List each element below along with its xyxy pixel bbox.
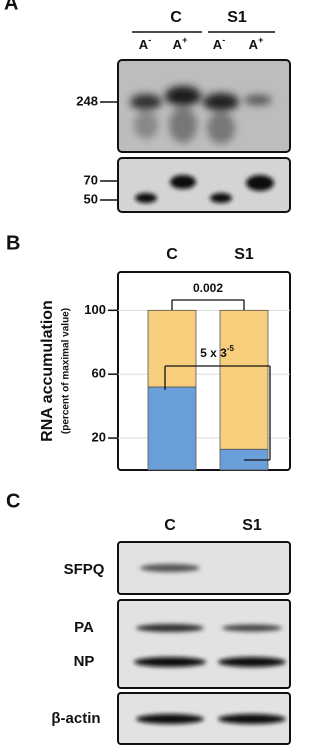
annotation-base: 5 x 3: [200, 346, 227, 360]
marker-label: 70: [84, 172, 98, 187]
x-category-label: S1: [234, 246, 254, 263]
figure: A C S1 A- A+ A- A+ 248 70 50 B RNA accum…: [4, 0, 291, 745]
blot: [117, 599, 291, 689]
group-label: C: [170, 9, 182, 26]
marker-label: 248: [76, 93, 98, 108]
lane-label: A-: [139, 35, 151, 52]
panel-label: A: [4, 0, 18, 14]
row-label: β-actin: [51, 710, 100, 727]
blot: [117, 59, 291, 153]
marker-label: 50: [84, 191, 98, 206]
annotation: 0.002: [193, 281, 223, 295]
annotation-exponent: -5: [227, 344, 235, 353]
bar-segment: [219, 309, 269, 450]
row-label: NP: [74, 653, 95, 670]
blot: [117, 157, 291, 213]
bands: [130, 86, 272, 144]
group-label: S1: [242, 517, 262, 534]
bands: [135, 175, 274, 203]
blot: [117, 541, 291, 595]
chart: 20 60 100 C S1 0.002 5 x 3-5: [84, 246, 291, 471]
lane-label: A+: [173, 35, 188, 52]
row-label: PA: [74, 619, 94, 636]
row-label: SFPQ: [64, 561, 105, 578]
y-tick-label: 100: [84, 302, 106, 317]
x-category-label: C: [166, 246, 178, 263]
panel-label: C: [6, 490, 20, 512]
lane-label: A-: [213, 35, 225, 52]
y-axis-sublabel: (percent of maximal value): [61, 308, 72, 434]
bar-segment: [147, 386, 197, 471]
bar-segment: [147, 309, 197, 388]
annotation: 5 x 3-5: [200, 344, 234, 360]
blot: [117, 692, 291, 745]
panel-label: B: [6, 232, 20, 254]
y-axis-label: RNA accumulation: [39, 300, 56, 442]
group-label: S1: [227, 9, 247, 26]
group-label: C: [164, 517, 176, 534]
y-tick-label: 20: [92, 430, 106, 445]
y-tick-label: 60: [92, 366, 106, 381]
lane-label: A+: [249, 35, 264, 52]
bands: [134, 564, 286, 724]
